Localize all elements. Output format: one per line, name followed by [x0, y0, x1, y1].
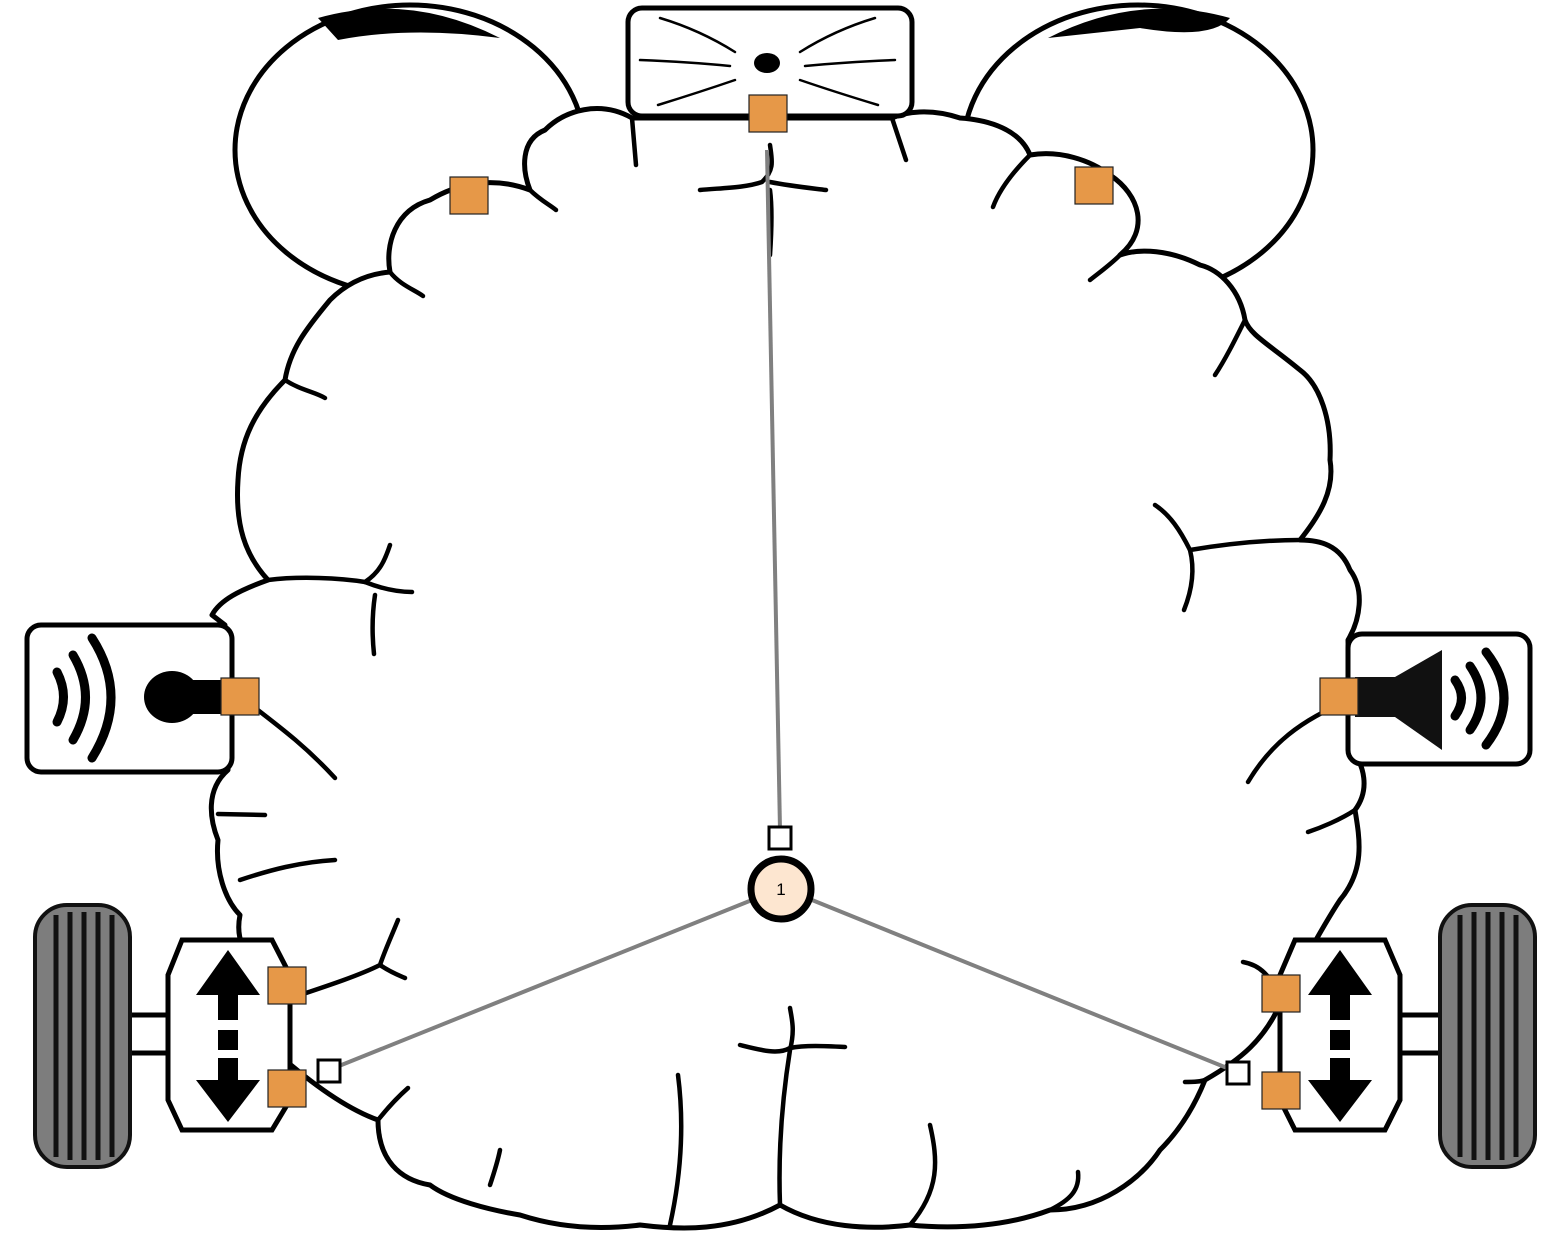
microphone-icon: [52, 633, 222, 763]
neuron-label: 1: [776, 880, 785, 899]
nose-port[interactable]: [748, 94, 788, 133]
right-motor[interactable]: [1277, 937, 1403, 1133]
right-motor-backward-port[interactable]: [1261, 1071, 1301, 1110]
wheel-icon: [1438, 903, 1537, 1169]
left-motor-backward-port[interactable]: [267, 1069, 307, 1108]
motor-arrows-icon: [1308, 950, 1372, 1122]
left-motor-terminal[interactable]: [316, 1058, 342, 1084]
connection-wires: [333, 149, 1233, 1072]
neuron-1[interactable]: 1: [747, 855, 815, 923]
right-motor-terminal[interactable]: [1225, 1060, 1251, 1086]
sensor-ports: [220, 94, 1359, 1110]
speaker-output[interactable]: [1345, 631, 1533, 767]
motor-arrows-icon: [196, 950, 260, 1122]
wire-neuron-to-right-motor: [811, 898, 1233, 1072]
brain-folds: [215, 115, 1358, 1228]
neuron-body[interactable]: [747, 855, 815, 923]
speaker-icon: [1355, 647, 1509, 750]
right-wheel: [1392, 903, 1537, 1169]
left-wheel: [33, 903, 178, 1169]
wire-neuron-to-left-motor: [333, 898, 753, 1070]
neuron-input-terminal[interactable]: [767, 825, 793, 851]
brain-outline: [208, 106, 1367, 1231]
wheel-icon: [33, 903, 132, 1169]
right-motor-forward-port[interactable]: [1261, 974, 1301, 1013]
left-motor-forward-port[interactable]: [267, 966, 307, 1005]
speaker-port[interactable]: [1319, 677, 1359, 716]
microphone-port[interactable]: [220, 677, 260, 716]
left-eye-port[interactable]: [449, 176, 489, 215]
microphone-sensor[interactable]: [24, 622, 235, 775]
wire-nose-to-neuron: [765, 149, 782, 831]
left-motor[interactable]: [165, 937, 293, 1133]
right-eye-port[interactable]: [1074, 166, 1114, 205]
whiskers-icon: [638, 16, 897, 107]
nose-sensor[interactable]: [625, 5, 915, 119]
